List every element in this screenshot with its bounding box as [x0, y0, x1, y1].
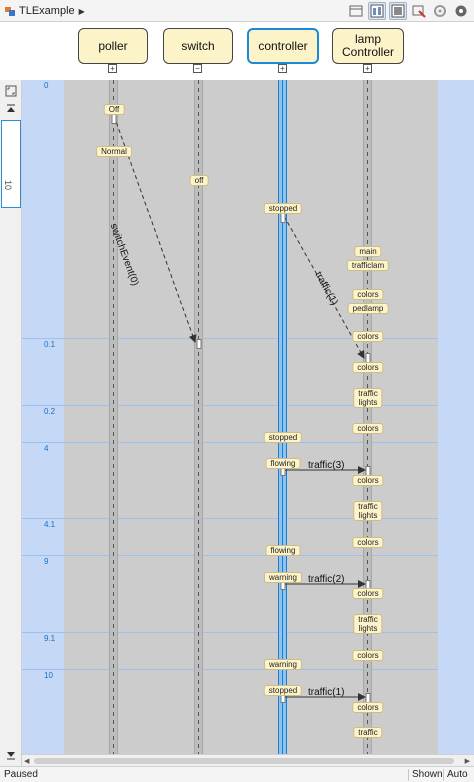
state-warning[interactable]: warning [263, 572, 303, 583]
slider-label: 10 [3, 180, 13, 191]
scroll-down-icon[interactable] [3, 748, 18, 762]
traffic-3-label: traffic(3) [308, 460, 345, 471]
state-colors[interactable]: colors [352, 289, 384, 300]
state-off-switch[interactable]: off [189, 175, 209, 186]
lifeline-label: lamp Controller [341, 32, 395, 59]
time-zoom-slider[interactable] [1, 120, 21, 208]
status-divider [408, 769, 409, 781]
lifeline-header-switch[interactable]: switch [163, 28, 233, 64]
state-trafficlam[interactable]: trafficlam [346, 260, 390, 271]
state-colors[interactable]: colors [352, 702, 384, 713]
state-traffic[interactable]: traffic [353, 727, 383, 738]
state-pedlamp[interactable]: pedlamp [347, 303, 389, 314]
auto-toggle[interactable]: Auto [447, 769, 468, 780]
state-colors[interactable]: colors [352, 650, 384, 661]
state-colors[interactable]: colors [352, 588, 384, 599]
breadcrumb-model[interactable]: TLExample [19, 5, 75, 17]
state-traffic-lights[interactable]: traffic lights [353, 614, 383, 634]
message-arrows [113, 115, 366, 701]
time-label: 9.1 [44, 634, 56, 643]
activation-bar [111, 114, 117, 124]
sequence-diagram[interactable]: 0 0.1 0.2 4 4.1 9 9.1 10 switchEvent(0) … [22, 80, 474, 754]
state-traffic-lights[interactable]: traffic lights [353, 388, 383, 408]
time-label: 10 [44, 671, 53, 680]
time-separator [22, 405, 438, 406]
state-off-poller[interactable]: Off [103, 104, 125, 115]
breadcrumb[interactable]: TLExample ▶ [4, 3, 85, 19]
lifeline-lane-background [64, 80, 438, 754]
scroll-right-icon[interactable]: ▶ [464, 758, 470, 765]
compact-icon[interactable] [389, 2, 407, 20]
lifeline-label: controller [258, 38, 308, 53]
fit-to-view-icon[interactable] [3, 84, 18, 98]
state-stopped[interactable]: stopped [263, 685, 303, 696]
model-icon [4, 5, 16, 17]
switch-event-arrow[interactable] [113, 115, 197, 343]
settings-icon[interactable] [431, 2, 449, 20]
expand-poller-button[interactable]: + [108, 64, 117, 73]
lifeline-label: poller [98, 38, 128, 53]
status-divider [443, 769, 444, 781]
expand-controller-button[interactable]: + [278, 64, 287, 73]
simulation-status: Paused [4, 769, 38, 780]
state-colors[interactable]: colors [352, 362, 384, 373]
lifeline-controller[interactable] [278, 80, 287, 754]
time-label: 0.1 [44, 340, 56, 349]
state-warning[interactable]: warning [263, 659, 303, 670]
scrollbar-thumb[interactable] [34, 758, 454, 764]
status-bar: Paused Shown Auto [0, 766, 474, 782]
breadcrumb-arrow-icon[interactable]: ▶ [78, 6, 85, 16]
time-label: 9 [44, 557, 49, 566]
time-ruler: 10 [0, 80, 22, 766]
horizontal-scrollbar[interactable]: ◀ ▶ [22, 754, 474, 766]
time-separator [22, 555, 438, 556]
state-colors[interactable]: colors [352, 475, 384, 486]
lifeline-switch[interactable] [194, 80, 203, 754]
state-flowing[interactable]: flowing [265, 458, 301, 469]
time-separator [22, 442, 438, 443]
shown-toggle[interactable]: Shown [412, 769, 443, 780]
time-separator [22, 338, 438, 339]
time-label: 4 [44, 444, 49, 453]
scroll-left-icon[interactable]: ◀ [24, 758, 30, 765]
lifeline-poller[interactable] [109, 80, 118, 754]
lifeline-header-poller[interactable]: poller [78, 28, 148, 64]
state-stopped[interactable]: stopped [263, 203, 303, 214]
traffic-1-arrow[interactable] [283, 215, 365, 359]
filter-icon[interactable] [410, 2, 428, 20]
time-separator [22, 669, 438, 670]
state-colors[interactable]: colors [352, 537, 384, 548]
help-icon[interactable] [452, 2, 470, 20]
time-label: 0.2 [44, 407, 56, 416]
traffic-1b-label: traffic(1) [308, 687, 345, 698]
lifeline-label: switch [181, 38, 215, 53]
time-separator [22, 518, 438, 519]
activation-bar [196, 339, 202, 349]
collapse-switch-button[interactable]: − [193, 64, 202, 73]
state-colors[interactable]: colors [352, 423, 384, 434]
state-traffic-lights[interactable]: traffic lights [353, 501, 383, 521]
lifeline-header-lamp-controller[interactable]: lamp Controller [332, 28, 404, 64]
title-bar: TLExample ▶ [0, 0, 474, 22]
lifeline-header-controller[interactable]: controller [247, 28, 319, 64]
toolbar [347, 2, 470, 20]
state-colors[interactable]: colors [352, 331, 384, 342]
lifeline-lamp-controller[interactable] [363, 80, 372, 754]
layout-icon[interactable] [347, 2, 365, 20]
scroll-to-top-icon[interactable] [3, 102, 18, 116]
time-label: 0 [44, 81, 49, 90]
activation-bar [280, 213, 286, 223]
state-normal[interactable]: Normal [96, 146, 132, 157]
expand-lamp-controller-button[interactable]: + [363, 64, 372, 73]
traffic-2-label: traffic(2) [308, 574, 345, 585]
time-separator [22, 632, 438, 633]
state-flowing[interactable]: flowing [265, 545, 301, 556]
lifeline-header: poller + switch − controller + lamp Cont… [0, 22, 474, 80]
time-label: 4.1 [44, 520, 56, 529]
state-stopped[interactable]: stopped [263, 432, 303, 443]
state-main[interactable]: main [354, 246, 382, 257]
timeline-icon[interactable] [368, 2, 386, 20]
